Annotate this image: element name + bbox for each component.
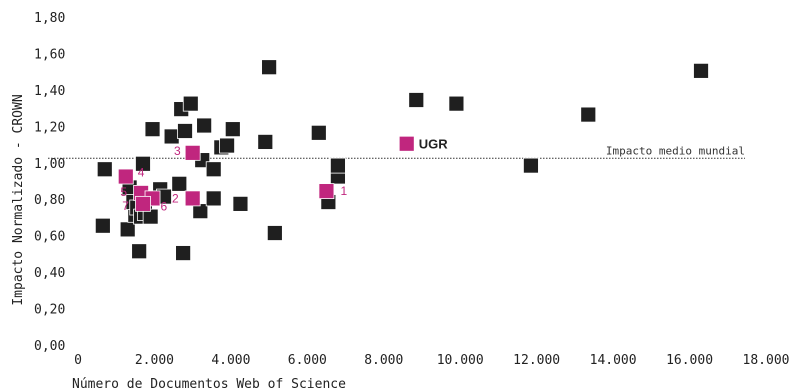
point-label: 7 xyxy=(122,199,129,213)
x-tick-label: 0 xyxy=(74,353,82,368)
data-point xyxy=(580,106,597,123)
x-tick-label: 16.000 xyxy=(666,353,713,368)
highlight-point xyxy=(318,183,335,200)
y-tick-label: 0,80 xyxy=(34,193,65,208)
data-point xyxy=(163,128,180,145)
y-tick-label: 1,80 xyxy=(34,11,65,26)
data-point xyxy=(261,59,278,76)
data-point xyxy=(196,117,213,134)
y-tick-label: 0,00 xyxy=(34,339,65,354)
y-tick-label: 1,40 xyxy=(34,84,65,99)
data-point xyxy=(224,121,241,138)
x-tick-label: 6.000 xyxy=(288,353,327,368)
point-label: 1 xyxy=(340,184,347,198)
data-point xyxy=(205,161,222,178)
point-label: 2 xyxy=(172,191,179,205)
point-label: 5 xyxy=(120,185,127,199)
x-tick-label: 14.000 xyxy=(590,353,637,368)
x-tick-label: 2.000 xyxy=(135,353,174,368)
x-tick-label: 12.000 xyxy=(513,353,560,368)
point-label: 4 xyxy=(138,166,145,180)
data-point xyxy=(330,157,346,174)
data-point xyxy=(94,217,111,234)
data-point xyxy=(175,245,192,261)
data-point xyxy=(523,157,539,174)
data-point xyxy=(144,121,161,138)
x-tick-label: 18.000 xyxy=(743,353,790,368)
y-tick-labels: 0,00 0,20 0,40 0,60 0,80 1,00 1,20 1,40 1,60 1,80 xyxy=(34,11,65,354)
data-point xyxy=(257,134,274,150)
data-point xyxy=(96,161,113,178)
data-point xyxy=(171,175,188,192)
highlight-points xyxy=(117,135,415,212)
highlight-point xyxy=(184,190,201,207)
point-label: 3 xyxy=(174,144,181,158)
y-tick-label: 1,60 xyxy=(34,47,65,62)
point-label: 6 xyxy=(161,199,168,213)
data-point xyxy=(135,155,151,172)
y-tick-label: 0,60 xyxy=(34,230,65,245)
data-point xyxy=(177,123,193,139)
x-tick-label: 10.000 xyxy=(437,353,484,368)
data-point xyxy=(448,95,465,112)
x-tick-labels: 0 2.000 4.000 6.000 8.000 10.000 12.000 14.000 1… xyxy=(74,353,789,368)
data-point xyxy=(693,62,709,79)
point-labels: UGR 1 2 3 45 6 7 xyxy=(120,137,448,214)
data-point xyxy=(219,137,235,154)
highlight-point xyxy=(184,144,201,161)
data-point xyxy=(232,195,249,212)
highlight-point xyxy=(117,168,134,185)
data-point xyxy=(119,221,136,238)
y-axis-title: Impacto Normalizado - CROWN xyxy=(11,94,26,305)
x-tick-label: 8.000 xyxy=(364,353,403,368)
reference-line-label: Impacto medio mundial xyxy=(606,144,745,157)
highlight-point xyxy=(135,195,151,212)
y-tick-label: 1,00 xyxy=(34,157,65,172)
data-point xyxy=(266,225,283,241)
x-axis-title: Número de Documentos Web of Science xyxy=(72,377,346,392)
y-tick-label: 0,40 xyxy=(34,266,65,281)
y-tick-label: 1,20 xyxy=(34,120,65,135)
ugr-point xyxy=(398,135,415,152)
x-tick-label: 4.000 xyxy=(211,353,250,368)
ugr-label: UGR xyxy=(419,137,449,152)
data-point xyxy=(205,190,222,207)
data-point xyxy=(310,124,327,141)
data-point xyxy=(408,92,425,108)
data-point xyxy=(182,95,199,112)
y-tick-label: 0,20 xyxy=(34,303,65,318)
data-point xyxy=(131,243,148,260)
